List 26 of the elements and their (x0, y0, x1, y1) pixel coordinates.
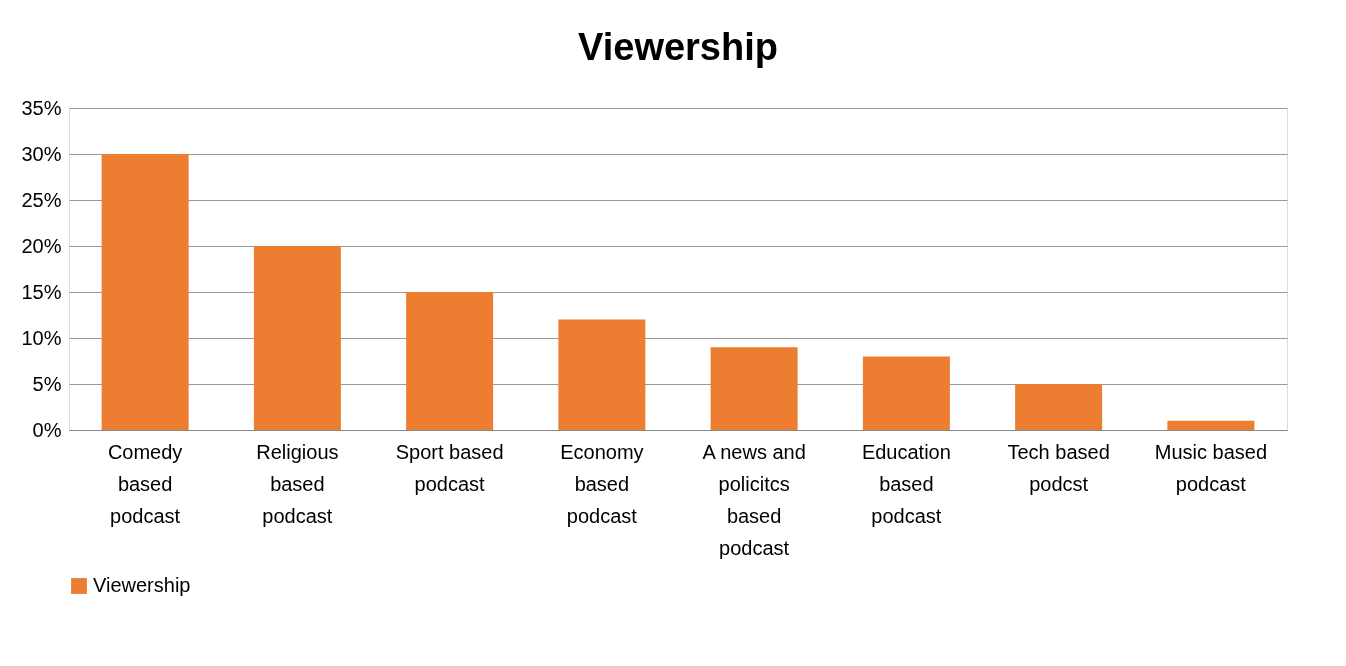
x-tick-label: Comedy based podcast (107, 440, 183, 527)
bar (862, 356, 950, 430)
y-tick-label: 10% (21, 326, 62, 349)
bar (710, 347, 798, 430)
bar (101, 154, 189, 430)
bar (1015, 384, 1103, 430)
legend-label: Viewership (93, 574, 191, 596)
x-tick-label: Music based podcast (1154, 440, 1268, 495)
y-tick-label: 5% (32, 372, 62, 395)
x-tick-label: Sport based podcast (395, 440, 504, 495)
bar (406, 292, 494, 430)
bar (253, 246, 341, 430)
y-tick-label: 35% (21, 96, 62, 119)
x-tick-label: Religious based podcast (256, 440, 339, 527)
bar (558, 319, 646, 430)
y-tick-label: 20% (21, 234, 62, 257)
y-tick-label: 0% (32, 418, 62, 441)
x-tick-label: Tech based podcst (1007, 440, 1110, 495)
x-tick-label: Education based podcast (861, 440, 951, 527)
chart-title: Viewership (578, 26, 778, 68)
y-tick-label: 30% (21, 142, 62, 165)
y-tick-label: 15% (21, 280, 62, 303)
x-tick-label: Economy based podcast (560, 440, 644, 527)
bar (1167, 420, 1255, 430)
y-tick-label: 25% (21, 188, 62, 211)
x-tick-label: A news and policitcs based podcast (702, 440, 806, 559)
